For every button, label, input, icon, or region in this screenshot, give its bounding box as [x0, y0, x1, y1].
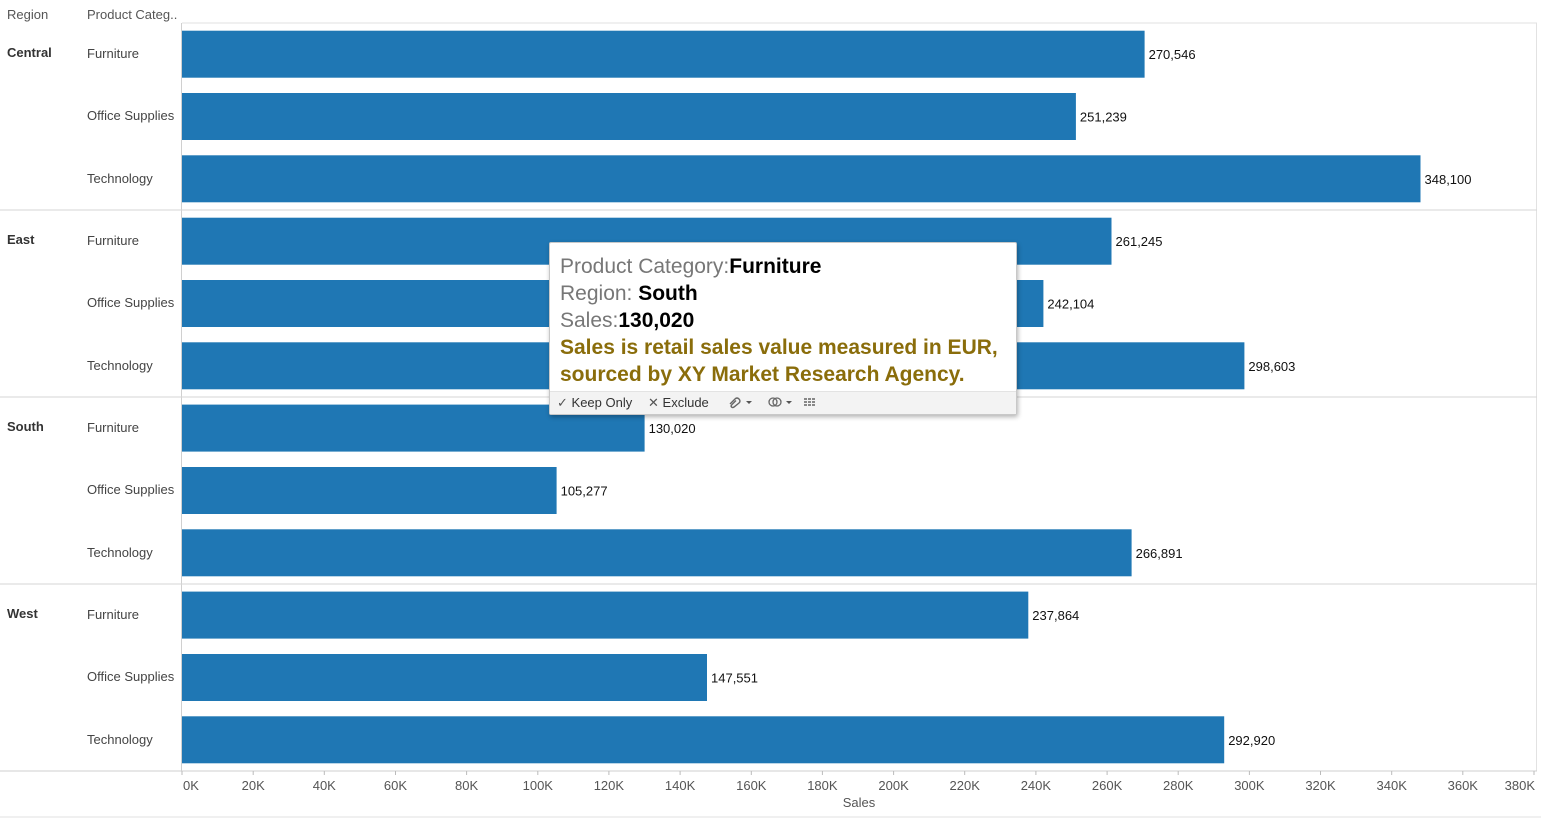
category-label[interactable]: Furniture [87, 233, 140, 249]
x-axis-title[interactable]: Sales [843, 795, 876, 810]
exclude-button[interactable]: ✕ Exclude [648, 395, 709, 411]
x-tick-label: 260K [1092, 778, 1123, 793]
bar-central-furniture[interactable] [182, 30, 1145, 78]
category-label[interactable]: Furniture [87, 607, 140, 623]
checkmark-icon: ✓ [557, 395, 568, 410]
data-label: 251,239 [1080, 110, 1127, 125]
category-label[interactable]: Technology [87, 357, 153, 373]
bar-south-office-supplies[interactable] [182, 467, 557, 514]
bar-central-technology[interactable] [182, 155, 1421, 203]
tooltip-region-key: Region: [560, 282, 639, 305]
x-tick-label: 120K [594, 778, 625, 793]
data-label: 147,551 [711, 671, 758, 686]
data-label: 298,603 [1248, 359, 1295, 374]
x-tick-label: 320K [1305, 778, 1336, 793]
x-tick-label: 380K [1505, 778, 1536, 793]
x-tick-label: 300K [1234, 778, 1265, 793]
category-label[interactable]: Office Supplies [87, 108, 175, 124]
tooltip-sales-value: 130,020 [618, 309, 695, 332]
keep-only-label: Keep Only [571, 395, 633, 410]
tooltip-category-line: Product Category:Furniture [560, 253, 821, 280]
x-tick-label: 200K [878, 778, 909, 793]
category-label[interactable]: Technology [87, 731, 153, 747]
x-tick-label: 220K [950, 778, 981, 793]
data-label: 266,891 [1136, 546, 1183, 561]
region-label-central[interactable]: Central [7, 45, 52, 60]
x-tick-label: 80K [455, 778, 478, 793]
data-label: 130,020 [649, 421, 696, 436]
category-label[interactable]: Office Supplies [87, 295, 175, 311]
data-label: 270,546 [1149, 47, 1196, 62]
x-tick-label: 60K [384, 778, 407, 793]
keep-only-button[interactable]: ✓ Keep Only [557, 395, 632, 411]
category-label[interactable]: Furniture [87, 420, 140, 436]
region-label-south[interactable]: South [7, 418, 44, 434]
tooltip-note-line-1: Sales is retail sales value measured in … [560, 336, 998, 359]
x-tick-label: 240K [1021, 778, 1052, 793]
tooltip-region-line: Region: South [560, 280, 698, 307]
x-tick-label: 100K [523, 778, 554, 793]
data-label: 292,920 [1228, 733, 1275, 748]
x-tick-label: 0K [183, 778, 199, 793]
x-tick-label: 160K [736, 778, 767, 793]
category-label[interactable]: Office Supplies [87, 482, 175, 498]
set-icon [768, 397, 792, 407]
tooltip-note-line-2: sourced by XY Market Research Agency. [560, 363, 965, 386]
paperclip-icon [729, 397, 752, 409]
data-label: 348,100 [1425, 172, 1472, 187]
x-tick-label: 140K [665, 778, 696, 793]
create-set-button[interactable] [767, 395, 793, 412]
bar-south-technology[interactable] [182, 529, 1132, 577]
x-tick-label: 360K [1448, 778, 1479, 793]
exclude-label: Exclude [662, 395, 709, 410]
tooltip-category-value: Furniture [729, 255, 822, 278]
view-data-icon [804, 398, 815, 406]
view-data-button[interactable] [803, 395, 817, 412]
tooltip-sales-line: Sales:130,020 [560, 307, 694, 334]
category-label[interactable]: Furniture [87, 46, 140, 62]
category-label[interactable]: Technology [87, 544, 153, 560]
close-icon: ✕ [648, 395, 659, 410]
region-label-east[interactable]: East [7, 231, 35, 247]
region-column-header[interactable]: Region [7, 7, 49, 22]
bar-west-office-supplies[interactable] [182, 654, 707, 701]
bar-west-furniture[interactable] [182, 591, 1029, 639]
category-label[interactable]: Technology [87, 170, 153, 186]
data-label: 105,277 [561, 484, 608, 499]
x-tick-label: 180K [807, 778, 838, 793]
data-label: 261,245 [1116, 234, 1163, 249]
bar-central-office-supplies[interactable] [182, 93, 1076, 140]
tooltip-region-value: South [638, 282, 698, 305]
x-tick-label: 340K [1377, 778, 1408, 793]
x-tick-label: 280K [1163, 778, 1194, 793]
tooltip: Product Category:Furniture Region: South… [549, 242, 1017, 415]
category-column-header[interactable]: Product Categ.. [87, 7, 178, 22]
tooltip-sales-key: Sales: [560, 309, 619, 332]
region-label-west[interactable]: West [7, 605, 38, 621]
data-label: 242,104 [1047, 297, 1094, 312]
bar-west-technology[interactable] [182, 716, 1225, 764]
tooltip-toolbar: ✓ Keep Only ✕ Exclude [550, 391, 1016, 414]
data-label: 237,864 [1032, 608, 1079, 623]
x-tick-label: 40K [313, 778, 336, 793]
tooltip-category-key: Product Category: [560, 255, 730, 278]
category-label[interactable]: Office Supplies [87, 669, 175, 685]
x-tick-label: 20K [242, 778, 265, 793]
group-members-button[interactable] [727, 395, 753, 412]
